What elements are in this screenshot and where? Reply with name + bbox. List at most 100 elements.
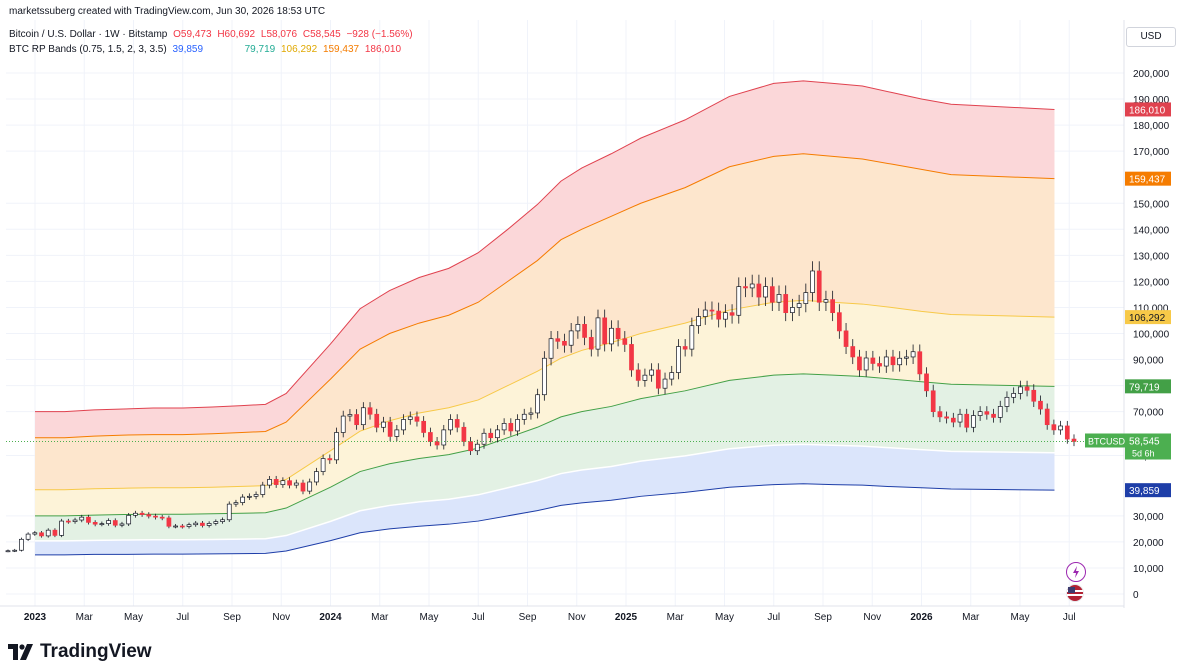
candle	[763, 277, 768, 306]
x-tick-label: Jul	[176, 612, 189, 623]
x-tick-label: 2026	[910, 612, 933, 623]
candle	[1018, 380, 1023, 400]
candle	[1044, 403, 1050, 430]
candle-down	[146, 514, 152, 517]
candle-up	[649, 369, 654, 376]
price-label-bg	[1125, 171, 1171, 186]
candle-up	[25, 533, 31, 540]
events-flag-icon[interactable]	[1066, 584, 1084, 602]
candle-down	[984, 411, 990, 415]
y-tick-label: 190,000	[1133, 95, 1170, 106]
candle	[917, 344, 923, 381]
candle-down	[300, 482, 306, 492]
band-line-3	[35, 153, 1055, 439]
candle	[434, 437, 440, 450]
candle	[481, 428, 487, 449]
candle-down	[944, 416, 949, 419]
candle	[387, 416, 393, 442]
y-tick-label: 110,000	[1133, 303, 1169, 314]
y-tick-label: 20,000	[1133, 538, 1164, 549]
candle	[126, 512, 132, 527]
candle-down	[709, 309, 715, 312]
candle-down	[65, 520, 71, 523]
candle-up	[1004, 396, 1010, 407]
tradingview-logo[interactable]: TradingView	[8, 640, 152, 664]
candle-down	[857, 356, 862, 371]
candle-up	[360, 407, 366, 426]
x-tick-label: May	[124, 612, 143, 623]
candle	[39, 530, 44, 538]
candle	[830, 290, 835, 322]
candle-up	[971, 415, 976, 428]
candle	[206, 521, 212, 528]
candle	[381, 416, 386, 433]
candle-down	[991, 413, 996, 418]
candle	[92, 520, 98, 527]
candle	[428, 427, 433, 447]
candle-up	[240, 496, 246, 503]
candle-up	[347, 414, 353, 417]
candle	[1064, 420, 1070, 444]
candle	[877, 356, 882, 373]
candle	[220, 517, 225, 524]
candle	[863, 350, 869, 377]
candle-down	[92, 522, 98, 525]
candle-up	[535, 394, 540, 414]
candle	[696, 308, 701, 334]
candle-down	[327, 458, 333, 461]
candle	[179, 523, 185, 529]
x-tick-label: 2024	[319, 612, 342, 623]
candle	[716, 302, 722, 328]
candle-up	[119, 523, 125, 526]
candle-up	[736, 286, 742, 316]
lightning-icon[interactable]	[1066, 562, 1086, 582]
candle	[441, 424, 447, 450]
candle	[810, 261, 815, 302]
candle-down	[629, 344, 634, 371]
candle	[1071, 434, 1077, 447]
candle-up	[247, 495, 252, 498]
indicator-legend[interactable]: BTC RP Bands (0.75, 1.5, 2, 3, 3.5) 39,8…	[9, 44, 404, 55]
chart-credit: marketssuberg created with TradingView.c…	[9, 6, 326, 17]
candle-down	[86, 516, 91, 523]
candle-up	[696, 316, 701, 327]
candle-up	[441, 429, 447, 446]
candle-up	[253, 494, 259, 497]
candle	[213, 519, 219, 526]
band-line-075	[35, 483, 1055, 556]
currency-button[interactable]: USD	[1126, 27, 1176, 47]
candle	[488, 428, 494, 443]
candle-up	[106, 520, 111, 525]
y-tick-label: 140,000	[1133, 225, 1170, 236]
candle-down	[508, 423, 514, 432]
candle	[950, 412, 956, 428]
candle-down	[461, 426, 467, 442]
candle-up	[233, 502, 239, 505]
x-tick-label: Sep	[223, 612, 241, 623]
price-label-bg	[1125, 310, 1171, 325]
candle	[582, 316, 587, 346]
candle-up	[5, 550, 11, 553]
price-label-bg	[1125, 379, 1171, 394]
candle-down	[1031, 389, 1037, 402]
candle-up	[977, 411, 983, 416]
ohlc-open: O59,473	[173, 29, 212, 40]
candle	[474, 439, 480, 456]
x-tick-label: Mar	[962, 612, 980, 623]
candle	[655, 363, 661, 395]
candle-up	[226, 503, 232, 521]
candle-up	[213, 521, 219, 524]
candle-down	[756, 283, 762, 298]
price-label-bg	[1125, 102, 1171, 117]
candle-up	[575, 324, 581, 332]
candle-down	[387, 421, 393, 437]
candle	[153, 513, 158, 520]
candle-up	[723, 312, 728, 320]
candle-down	[843, 330, 849, 347]
candle	[890, 349, 896, 372]
candle-up	[548, 338, 554, 359]
candle-up	[72, 519, 78, 522]
candle-down	[434, 441, 440, 446]
candle	[615, 320, 621, 347]
